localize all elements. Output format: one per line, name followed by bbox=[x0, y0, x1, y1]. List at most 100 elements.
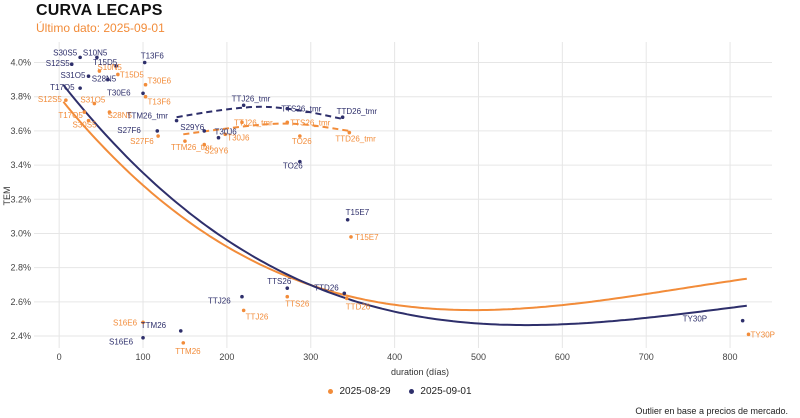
legend-item-series-1[interactable]: 2025-08-29 bbox=[328, 386, 391, 397]
legend-marker-navy bbox=[409, 388, 415, 394]
y-tick-label: 3.8% bbox=[10, 92, 31, 102]
data-label: T30J6 bbox=[215, 128, 238, 137]
legend-item-series-2[interactable]: 2025-09-01 bbox=[409, 386, 472, 397]
data-point bbox=[241, 308, 246, 313]
data-label: TO26 bbox=[283, 162, 303, 171]
data-label: T30E6 bbox=[107, 88, 131, 97]
x-tick-label: 800 bbox=[723, 352, 738, 362]
data-point bbox=[240, 120, 244, 125]
data-point bbox=[141, 320, 145, 325]
data-label: S29Y6 bbox=[204, 147, 229, 156]
data-point bbox=[340, 115, 345, 120]
x-tick-label: 200 bbox=[219, 352, 234, 362]
data-point bbox=[285, 120, 290, 125]
data-label: TTJ26_tmr bbox=[234, 118, 273, 127]
data-point bbox=[178, 329, 183, 333]
chart-title: CURVA LECAPS bbox=[36, 2, 163, 19]
data-label: S10N5 bbox=[83, 48, 108, 57]
chart-legend: 2025-08-29 2025-09-01 bbox=[0, 386, 800, 397]
x-axis-label: duration (días) bbox=[391, 367, 449, 377]
data-point bbox=[240, 294, 244, 299]
data-point bbox=[78, 55, 82, 60]
data-label: TTD26 bbox=[314, 283, 339, 292]
data-point bbox=[223, 132, 228, 137]
legend-label: 2025-09-01 bbox=[420, 386, 472, 397]
data-point bbox=[141, 335, 145, 340]
x-tick-label: 100 bbox=[136, 352, 151, 362]
chart-subtitle: Último dato: 2025-09-01 bbox=[36, 21, 165, 35]
x-tick-label: 600 bbox=[555, 352, 570, 362]
data-point bbox=[181, 341, 186, 345]
data-label: S27F6 bbox=[130, 137, 154, 146]
data-label: S16E6 bbox=[113, 318, 138, 327]
data-point bbox=[202, 129, 207, 133]
y-tick-label: 4.0% bbox=[10, 58, 31, 68]
data-point bbox=[285, 106, 290, 111]
x-tick-label: 400 bbox=[387, 352, 402, 362]
data-point bbox=[114, 64, 118, 68]
data-label: TY30P bbox=[751, 330, 775, 339]
data-label: S29Y6 bbox=[180, 123, 205, 132]
data-point bbox=[143, 94, 148, 99]
fit-layer bbox=[62, 84, 747, 327]
data-point bbox=[183, 139, 187, 143]
y-tick-label: 2.6% bbox=[10, 297, 31, 307]
data-label: TTD26 bbox=[346, 302, 371, 311]
data-point bbox=[174, 118, 179, 123]
x-tick-label: 300 bbox=[303, 352, 318, 362]
data-point bbox=[78, 86, 82, 90]
data-point bbox=[746, 332, 751, 337]
data-point bbox=[95, 55, 99, 60]
data-label: T15D5 bbox=[93, 58, 118, 67]
data-label: TO26 bbox=[292, 137, 312, 146]
data-label: S30S5 bbox=[73, 121, 98, 130]
x-tick-label: 0 bbox=[57, 352, 62, 362]
data-point bbox=[106, 77, 110, 82]
data-label: TTJ26 bbox=[246, 312, 269, 321]
data-point bbox=[142, 60, 147, 65]
legend-label: 2025-08-29 bbox=[339, 386, 391, 397]
data-label: T17O5 bbox=[58, 111, 83, 120]
data-point bbox=[345, 296, 349, 301]
data-label: S28N5 bbox=[92, 75, 117, 84]
footnote: Outlier en base a precios de mercado. bbox=[635, 406, 788, 416]
data-label: TTJ26_tmr bbox=[232, 94, 271, 103]
data-label: T30J6 bbox=[227, 133, 250, 142]
data-point bbox=[347, 130, 352, 135]
data-label: TTM26_tmr bbox=[171, 143, 213, 152]
data-label: TTD26_tmr bbox=[335, 135, 376, 144]
data-point bbox=[155, 129, 160, 133]
data-point bbox=[349, 235, 353, 239]
data-label: S12S5 bbox=[38, 95, 63, 104]
data-label: TTS26 bbox=[285, 300, 310, 309]
data-point bbox=[86, 74, 91, 78]
data-point bbox=[285, 286, 290, 290]
data-label: TTS26_tmr bbox=[281, 105, 321, 114]
data-label: TTS26 bbox=[267, 277, 292, 286]
data-point bbox=[156, 134, 160, 138]
data-point bbox=[216, 135, 221, 140]
data-label: S31O5 bbox=[61, 71, 86, 80]
y-tick-label: 3.2% bbox=[10, 194, 31, 204]
data-label: S27F6 bbox=[117, 126, 141, 135]
y-tick-label: 3.0% bbox=[10, 228, 31, 238]
data-point bbox=[64, 98, 68, 102]
data-point bbox=[241, 103, 246, 108]
data-label: T15E7 bbox=[346, 208, 370, 217]
data-label: T17O5 bbox=[50, 83, 75, 92]
fit-curve-1 bbox=[62, 84, 747, 327]
y-tick-label: 2.4% bbox=[10, 331, 31, 341]
data-label: TTS26_tmr bbox=[290, 118, 330, 127]
data-label: S31O5 bbox=[80, 96, 105, 105]
data-label: T15E7 bbox=[355, 233, 379, 242]
point-layer bbox=[64, 55, 751, 345]
data-label: S16E6 bbox=[109, 338, 134, 347]
grid-layer bbox=[34, 42, 772, 348]
data-point bbox=[298, 134, 302, 138]
data-point bbox=[92, 101, 97, 106]
data-label: S12S5 bbox=[46, 59, 71, 68]
data-label: TTJ26 bbox=[208, 297, 231, 306]
data-point bbox=[97, 69, 102, 73]
